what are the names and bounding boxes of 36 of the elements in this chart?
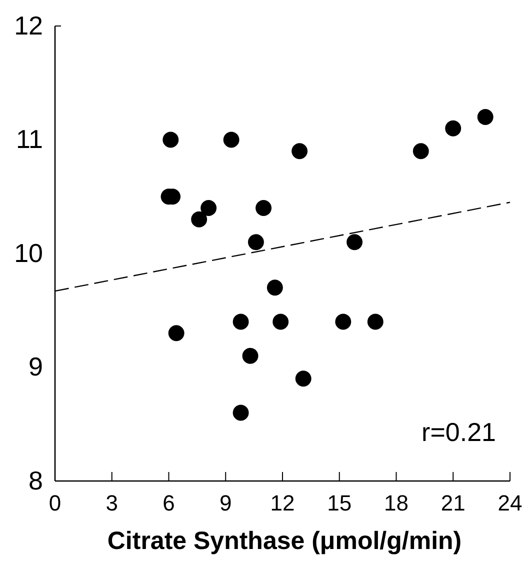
point (335, 314, 352, 330)
point (292, 143, 308, 160)
point (168, 325, 184, 342)
x-axis-title: Citrate Synthase (μmol/g/min) (107, 527, 462, 555)
x-tick-label: 12 (270, 490, 295, 516)
point (445, 120, 462, 136)
point (248, 234, 264, 250)
y-tick-label: 8 (28, 465, 43, 496)
y-tick-label: 10 (14, 238, 43, 268)
y-tick-label: 12 (14, 10, 43, 40)
x-tick-label: 18 (384, 490, 408, 516)
point (242, 348, 258, 364)
point (223, 132, 240, 148)
point (346, 234, 363, 250)
point (412, 143, 429, 160)
x-tick-label: 6 (162, 490, 175, 516)
x-tick-label: 0 (48, 490, 62, 516)
x-tick-label: 21 (440, 490, 466, 516)
point (232, 404, 249, 421)
y-tick-label: 9 (28, 352, 43, 382)
point (200, 200, 217, 216)
x-tick-label: 15 (327, 490, 352, 516)
point (477, 109, 494, 125)
x-tick-label: 3 (106, 490, 118, 516)
point (162, 132, 179, 148)
annotation: r=0.21 (422, 417, 496, 447)
point (256, 200, 272, 216)
point (232, 314, 249, 330)
y-tick-label: 11 (16, 124, 43, 154)
point (266, 280, 283, 296)
point (295, 370, 312, 387)
point (367, 314, 384, 330)
x-tick-label: 24 (498, 490, 522, 516)
x-tick-label: 9 (220, 490, 232, 516)
point (272, 314, 289, 330)
point (191, 211, 208, 228)
